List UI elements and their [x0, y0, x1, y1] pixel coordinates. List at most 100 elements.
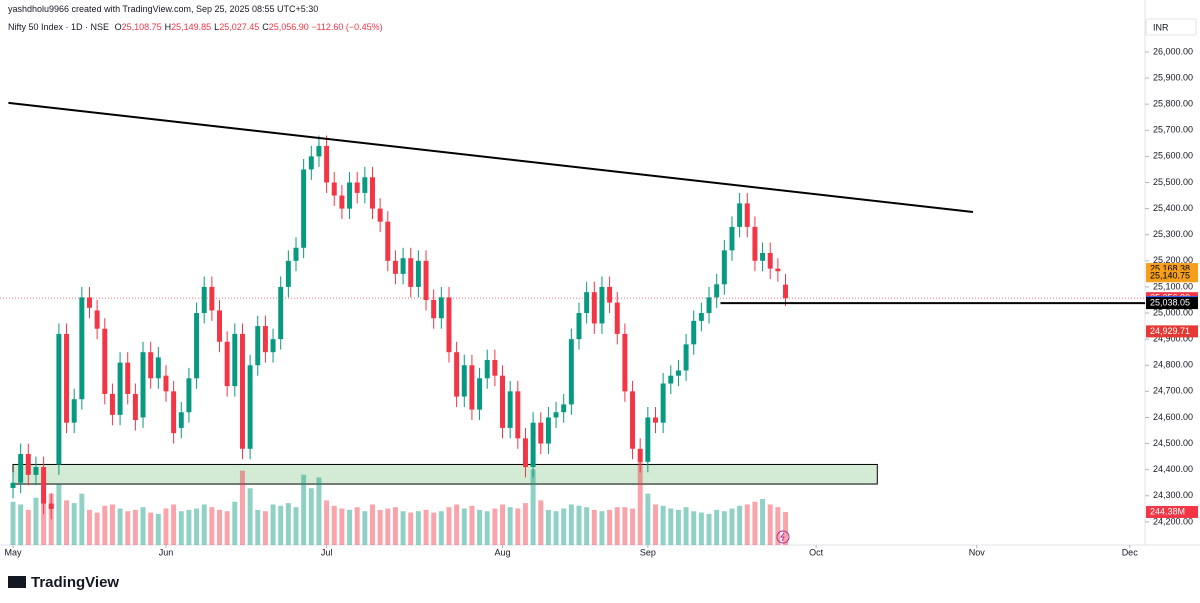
candle-body: [500, 375, 505, 428]
volume-bar: [721, 511, 727, 545]
volume-bar: [783, 511, 788, 545]
volume-bar: [637, 461, 643, 545]
candle-body: [285, 260, 291, 287]
candle-body: [354, 182, 360, 193]
volume-bar: [262, 511, 268, 545]
y-tick-label: 24,700.00: [1153, 386, 1193, 396]
volume-bar: [584, 507, 590, 545]
candle-body: [94, 310, 100, 329]
volume-bar: [507, 507, 513, 545]
y-tick-label: 24,900.00: [1153, 334, 1193, 344]
x-tick-label: Sep: [640, 547, 656, 557]
y-tick-label: 24,600.00: [1153, 412, 1193, 422]
volume-bar: [645, 493, 651, 545]
ohlc: O25,108.75 H25,149.85 L25,027.45 C25,056.90: [112, 22, 309, 32]
volume-bar: [377, 509, 383, 545]
candle-body: [377, 208, 383, 222]
volume-bar: [469, 505, 475, 545]
volume-bar: [362, 511, 368, 545]
volume-bar: [553, 511, 559, 545]
candle-body: [41, 467, 47, 504]
volume-bar: [668, 508, 674, 545]
candle-body: [224, 341, 230, 387]
volume-bar: [714, 509, 720, 545]
candle-body: [622, 333, 628, 392]
candle-body: [339, 195, 345, 209]
volume-bar: [163, 508, 169, 545]
x-tick-label: Jul: [321, 547, 333, 557]
candle-body: [171, 391, 177, 434]
volume-bar: [599, 511, 605, 545]
currency-box: [1145, 18, 1197, 36]
volume-bar: [461, 508, 467, 545]
volume-bar: [392, 507, 398, 545]
y-tick-label: 25,000.00: [1153, 307, 1193, 317]
volume-bar: [64, 500, 70, 545]
volume-bar: [48, 493, 54, 545]
candle-body: [545, 417, 551, 444]
candle-body: [56, 333, 62, 465]
volume-bar: [408, 512, 414, 545]
volume-bar: [25, 509, 31, 545]
candle-body: [706, 297, 712, 314]
volume-bar: [446, 507, 452, 545]
volume-bar: [530, 469, 536, 545]
volume-bar: [484, 511, 490, 545]
logo: TradingView: [8, 574, 119, 591]
candle-body: [721, 250, 727, 285]
ohlc-key: H: [164, 22, 172, 32]
candle-body: [561, 404, 567, 413]
volume-bar: [209, 507, 215, 545]
volume-bar: [675, 509, 681, 545]
volume-bar: [492, 508, 498, 545]
candle-body: [140, 352, 146, 418]
candle-body: [392, 260, 398, 274]
price-tag-label: 25,168.38: [1150, 263, 1190, 273]
volume-bar: [94, 512, 100, 545]
candle-body: [87, 297, 92, 308]
candle-body: [423, 260, 429, 300]
y-tick-label: 26,000.00: [1153, 46, 1193, 56]
candle-body: [301, 169, 307, 248]
candle-body: [155, 357, 161, 379]
x-tick-label: Jun: [159, 547, 174, 557]
volume-bar: [630, 508, 636, 545]
candle-body: [568, 339, 574, 405]
volume-bar: [760, 499, 766, 545]
change: −112.60 (−0.45%): [311, 22, 383, 32]
volume-bar: [729, 508, 735, 545]
candle-body: [767, 252, 773, 269]
volume-bar: [255, 509, 261, 545]
candle-body: [109, 393, 115, 415]
candle-body: [316, 145, 322, 157]
volume-bar: [87, 509, 92, 545]
price-tag: [1146, 297, 1198, 310]
candle-body: [102, 328, 108, 394]
volume-bar: [239, 470, 245, 545]
candle-body: [607, 286, 613, 303]
candle-body: [33, 467, 39, 475]
ohlc-key: L: [214, 22, 220, 32]
trendline: [8, 101, 974, 213]
volume-bar: [752, 501, 758, 545]
candle-body: [630, 391, 636, 449]
candle-body: [370, 177, 375, 209]
volume-bar: [775, 507, 781, 545]
price-tag: [1146, 270, 1198, 283]
volume-bar: [706, 513, 712, 545]
y-tick-label: 24,200.00: [1153, 516, 1193, 526]
symbol: Nifty 50 Index · 1D · NSE: [8, 22, 110, 32]
candle-body: [477, 378, 483, 410]
volume-bar: [308, 488, 314, 545]
volume-bar: [737, 505, 743, 545]
candle-body: [492, 360, 498, 376]
candle-body: [461, 365, 467, 397]
ohlc-value: 25,108.75: [121, 22, 162, 32]
volume-bar: [691, 511, 697, 545]
x-tick-label: May: [4, 547, 22, 557]
candle-body: [714, 284, 720, 298]
symbol-line: Nifty 50 Index · 1D · NSE O25,108.75 H25,…: [8, 22, 383, 32]
credit: yashdholu9966 created with TradingView.c…: [8, 4, 319, 14]
volume-bar: [454, 504, 460, 545]
volume-bar: [117, 508, 123, 545]
